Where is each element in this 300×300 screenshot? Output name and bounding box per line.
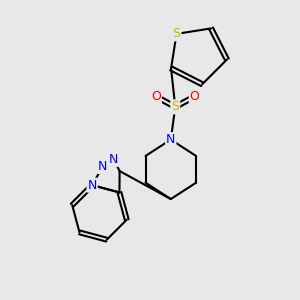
Text: O: O	[190, 90, 200, 103]
Text: N: N	[98, 160, 107, 173]
Text: N: N	[88, 178, 97, 192]
Text: N: N	[166, 133, 176, 146]
Text: N: N	[109, 153, 118, 166]
Text: O: O	[151, 90, 161, 103]
Text: S: S	[172, 27, 181, 40]
Text: S: S	[171, 100, 179, 113]
